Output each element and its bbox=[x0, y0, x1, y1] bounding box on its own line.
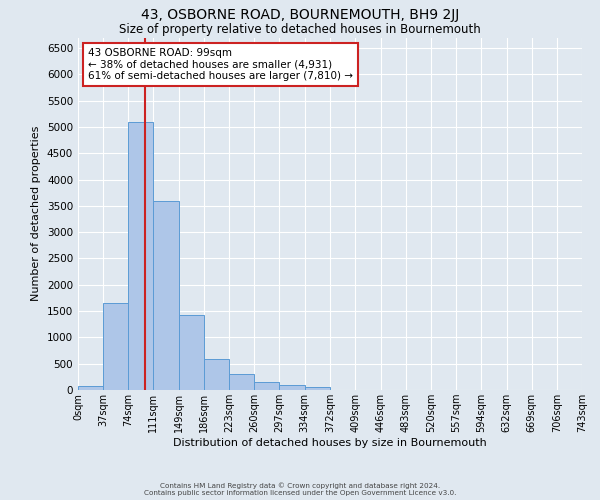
Bar bbox=[229, 374, 254, 390]
Text: 43, OSBORNE ROAD, BOURNEMOUTH, BH9 2JJ: 43, OSBORNE ROAD, BOURNEMOUTH, BH9 2JJ bbox=[141, 8, 459, 22]
Bar bbox=[78, 386, 103, 390]
Text: Contains HM Land Registry data © Crown copyright and database right 2024.
Contai: Contains HM Land Registry data © Crown c… bbox=[144, 482, 456, 496]
Bar bbox=[153, 200, 179, 390]
Bar bbox=[254, 382, 280, 390]
Bar bbox=[204, 360, 229, 390]
X-axis label: Distribution of detached houses by size in Bournemouth: Distribution of detached houses by size … bbox=[173, 438, 487, 448]
Text: 43 OSBORNE ROAD: 99sqm
← 38% of detached houses are smaller (4,931)
61% of semi-: 43 OSBORNE ROAD: 99sqm ← 38% of detached… bbox=[88, 48, 353, 82]
Bar bbox=[179, 316, 204, 390]
Bar bbox=[305, 388, 331, 390]
Bar bbox=[128, 122, 153, 390]
Text: Size of property relative to detached houses in Bournemouth: Size of property relative to detached ho… bbox=[119, 22, 481, 36]
Y-axis label: Number of detached properties: Number of detached properties bbox=[31, 126, 41, 302]
Bar bbox=[280, 386, 305, 390]
Bar bbox=[103, 303, 128, 390]
